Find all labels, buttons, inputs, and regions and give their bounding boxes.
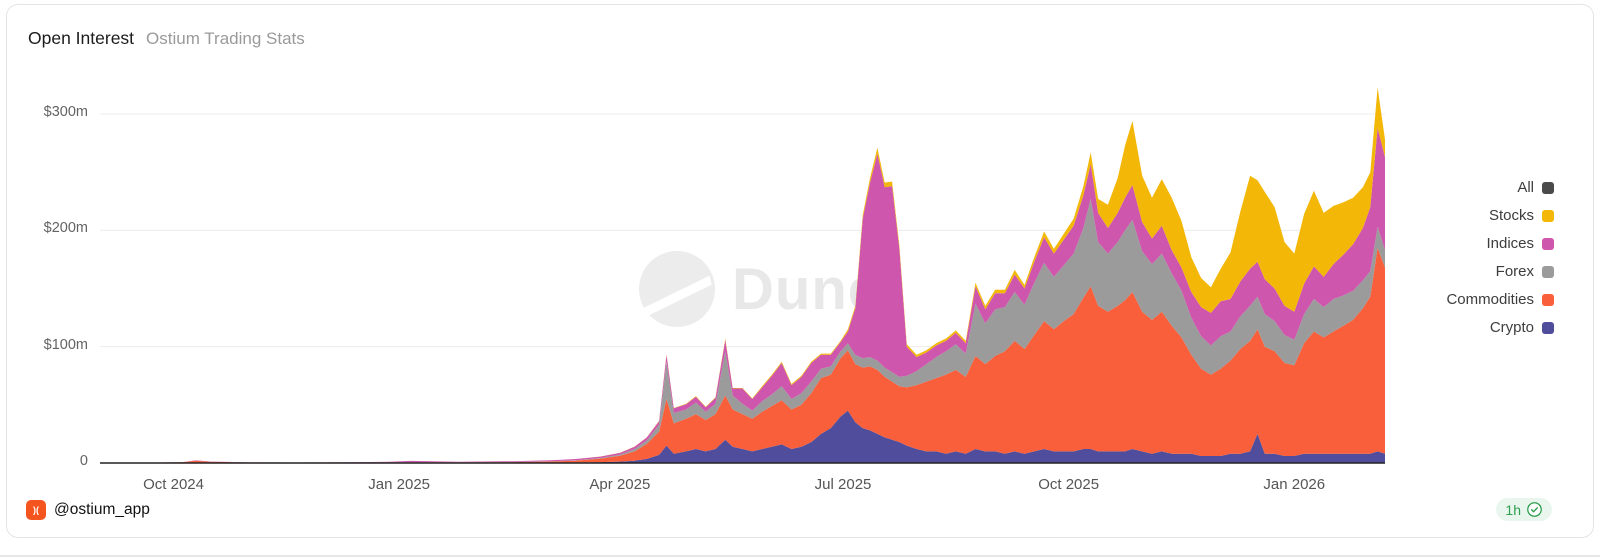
legend-item-all[interactable]: All [1446,176,1554,199]
y-axis-tick: $200m [43,220,88,237]
x-axis-tick: Jan 2025 [368,476,431,493]
legend-item-stocks[interactable]: Stocks [1446,204,1554,227]
author-attribution: )( @ostium_app [26,500,150,520]
legend-item-commodities[interactable]: Commodities [1446,288,1554,311]
verified-check-icon [1527,502,1542,517]
refresh-badge[interactable]: 1h [1496,498,1552,521]
author-handle-link[interactable]: @ostium_app [54,501,150,518]
x-axis-tick: Apr 2025 [589,476,651,493]
dune-logo-icon [638,251,716,327]
legend-item-crypto[interactable]: Crypto [1446,316,1554,339]
chart-header: Open Interest Ostium Trading Stats [28,28,305,49]
ostium-logo-icon: )( [26,500,46,520]
area-forex [100,198,1385,463]
legend-label: Commodities [1446,291,1534,308]
legend-label: Crypto [1489,319,1534,336]
legend-label: Stocks [1488,207,1534,224]
legend-item-forex[interactable]: Forex [1446,260,1554,283]
legend-swatch-icon [1542,209,1554,222]
legend-swatch-icon [1542,265,1554,278]
area-indices [100,128,1385,463]
legend-swatch-icon [1542,293,1554,306]
x-axis-tick: Jan 2026 [1263,476,1326,493]
legend-label: Indices [1486,235,1534,252]
chart-canvas[interactable] [100,60,1385,472]
legend-swatch-icon [1542,181,1554,194]
legend-label: Forex [1495,263,1534,280]
refresh-age-label: 1h [1505,501,1521,518]
chart-legend: All Stocks Indices Forex Commodities Crypto [1446,176,1554,339]
x-axis-tick: Jul 2025 [814,476,872,493]
x-axis-tick: Oct 2024 [143,476,204,493]
legend-label: All [1517,179,1534,196]
chart-title: Open Interest [28,28,135,48]
x-axis-tick: Oct 2025 [1038,476,1100,493]
y-axis-tick: 0 [79,453,88,469]
y-axis-tick: $300m [43,104,88,120]
area-crypto [100,410,1385,463]
legend-swatch-icon [1542,321,1554,334]
area-commodities [100,247,1385,463]
page-bottom-divider [0,555,1600,557]
chart-subtitle: Ostium Trading Stats [146,29,305,48]
legend-item-indices[interactable]: Indices [1446,232,1554,255]
y-axis-tick: $100m [43,336,88,353]
legend-swatch-icon [1542,237,1554,250]
